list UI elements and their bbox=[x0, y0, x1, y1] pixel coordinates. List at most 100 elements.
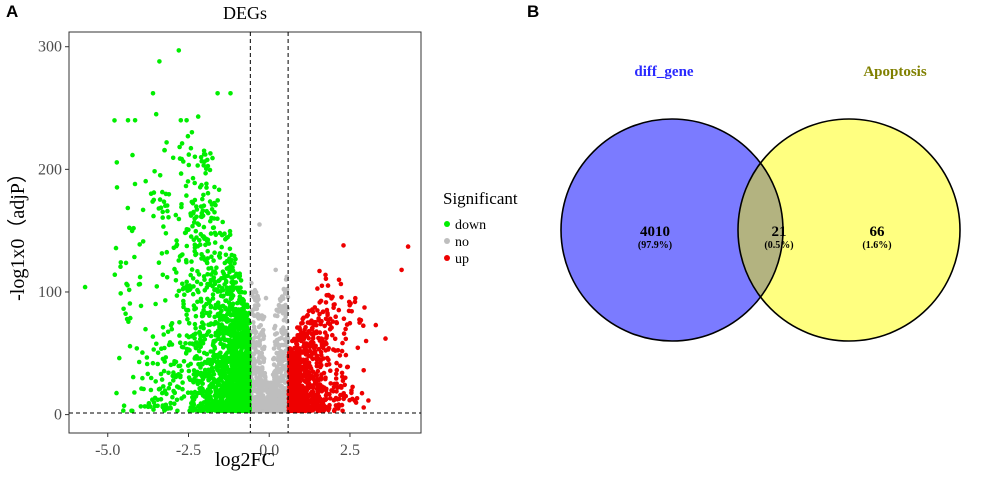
point-down bbox=[231, 375, 236, 381]
point-up bbox=[300, 320, 305, 326]
venn-set1-label: diff_gene bbox=[634, 64, 694, 80]
point-up bbox=[290, 376, 296, 382]
point-down bbox=[189, 259, 194, 264]
point-up bbox=[326, 292, 331, 298]
point-up bbox=[312, 349, 318, 354]
point-up bbox=[309, 400, 314, 405]
point-up bbox=[312, 397, 318, 403]
point-down bbox=[192, 406, 198, 411]
point-up bbox=[303, 351, 308, 356]
point-down bbox=[186, 152, 192, 157]
point-down bbox=[179, 141, 185, 146]
point-down bbox=[208, 333, 214, 339]
point-down bbox=[152, 169, 157, 174]
point-down bbox=[171, 378, 176, 383]
point-down bbox=[183, 257, 189, 263]
point-up bbox=[292, 381, 298, 387]
point-down bbox=[112, 272, 118, 278]
point-down bbox=[158, 205, 164, 210]
point-down bbox=[179, 396, 184, 401]
point-down bbox=[223, 252, 229, 258]
point-down bbox=[226, 396, 232, 401]
point-up bbox=[322, 323, 328, 329]
point-up bbox=[362, 305, 367, 310]
point-down bbox=[177, 333, 182, 338]
point-down bbox=[166, 385, 172, 391]
point-down bbox=[174, 238, 179, 243]
point-no bbox=[281, 317, 287, 323]
point-up bbox=[295, 325, 300, 330]
point-down bbox=[168, 400, 173, 406]
point-down bbox=[114, 185, 120, 190]
point-down bbox=[138, 303, 144, 309]
point-up bbox=[291, 408, 296, 414]
point-down bbox=[165, 208, 170, 214]
point-down bbox=[153, 111, 159, 117]
point-no bbox=[256, 349, 261, 355]
point-no bbox=[261, 333, 267, 339]
point-up bbox=[317, 330, 323, 335]
point-down bbox=[194, 235, 199, 240]
point-down bbox=[225, 343, 231, 349]
point-down bbox=[242, 337, 248, 343]
point-down bbox=[235, 395, 241, 400]
point-down bbox=[170, 394, 175, 400]
point-up bbox=[340, 408, 345, 414]
point-down bbox=[240, 397, 246, 402]
point-down bbox=[204, 397, 209, 403]
point-down bbox=[194, 279, 200, 285]
point-down bbox=[201, 224, 207, 230]
point-down bbox=[220, 374, 226, 380]
point-up bbox=[325, 283, 331, 288]
point-down bbox=[184, 312, 189, 318]
point-down bbox=[202, 394, 207, 399]
point-up bbox=[291, 359, 296, 365]
point-no bbox=[252, 335, 258, 340]
point-down bbox=[209, 383, 215, 389]
point-up bbox=[324, 386, 329, 392]
legend-no-label: no bbox=[455, 235, 469, 250]
point-down bbox=[194, 207, 200, 212]
point-down bbox=[134, 346, 140, 351]
point-down bbox=[130, 152, 135, 158]
point-down bbox=[160, 215, 165, 220]
point-down bbox=[232, 261, 237, 266]
point-down bbox=[203, 152, 208, 157]
point-down bbox=[245, 304, 250, 310]
point-down bbox=[198, 324, 204, 330]
point-down bbox=[169, 342, 175, 347]
point-down bbox=[185, 316, 190, 322]
point-down bbox=[214, 287, 220, 293]
point-down bbox=[229, 362, 234, 368]
point-up bbox=[383, 336, 388, 341]
point-no bbox=[256, 388, 262, 394]
point-up bbox=[361, 323, 366, 329]
point-up bbox=[288, 369, 294, 375]
point-down bbox=[192, 154, 198, 160]
point-down bbox=[183, 351, 189, 356]
panel-b-letter: B bbox=[527, 2, 539, 21]
point-down bbox=[151, 190, 157, 195]
point-down bbox=[188, 272, 193, 278]
venn-intersection-count: 21 bbox=[772, 224, 787, 240]
point-down bbox=[221, 271, 227, 277]
point-down bbox=[236, 307, 242, 313]
point-up bbox=[340, 340, 345, 346]
point-up bbox=[300, 408, 306, 413]
y-tick-label: 200 bbox=[38, 161, 62, 178]
point-down bbox=[229, 279, 234, 285]
point-down bbox=[192, 321, 198, 327]
point-down bbox=[239, 359, 244, 364]
point-down bbox=[144, 355, 150, 360]
point-no bbox=[275, 342, 281, 347]
point-down bbox=[218, 310, 223, 316]
point-down bbox=[117, 355, 122, 361]
volcano-x-axis-title: log2FC bbox=[215, 449, 275, 471]
point-down bbox=[176, 288, 182, 294]
point-down bbox=[121, 306, 126, 312]
point-down bbox=[243, 316, 248, 321]
point-down bbox=[241, 311, 247, 317]
point-down bbox=[201, 274, 207, 279]
point-down bbox=[247, 388, 252, 394]
point-down bbox=[199, 361, 204, 367]
